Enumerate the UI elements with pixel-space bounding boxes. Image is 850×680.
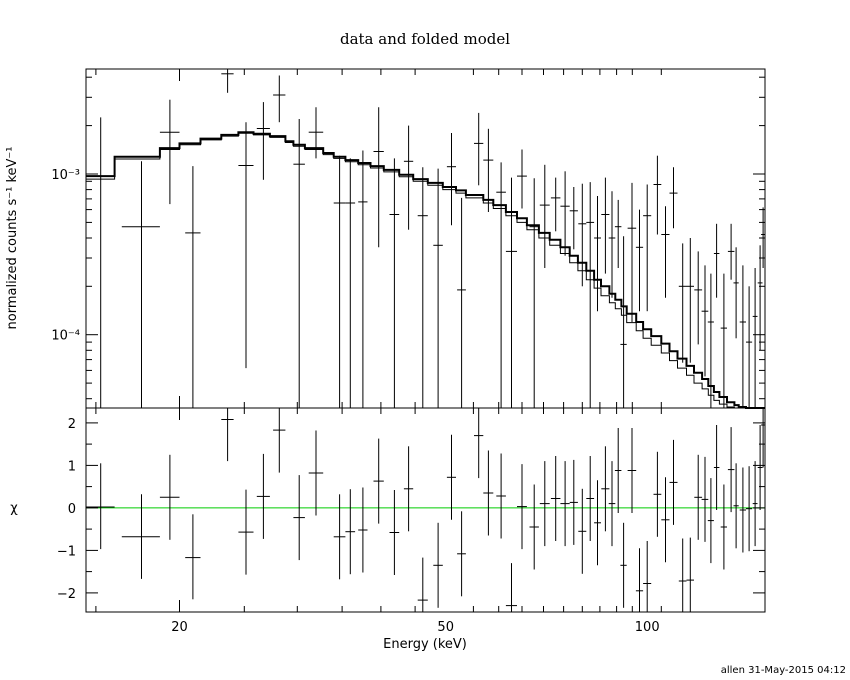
y-tick-label: 2: [68, 417, 76, 432]
y-tick-label: 10⁻⁴: [51, 329, 80, 344]
spectrum-panel: 10⁻⁴ 10⁻³: [51, 68, 766, 409]
y-tick-label: −2: [57, 587, 76, 602]
x-tick-label: 20: [171, 620, 188, 635]
y-tick-label: 1: [68, 459, 76, 474]
x-tick-label: 100: [635, 620, 660, 635]
y-tick-label: −1: [57, 544, 76, 559]
residual-panel: 20 50 100 −2 −1 0 1 2: [57, 407, 766, 635]
spectrum-panel-frame: [85, 68, 766, 409]
y-tick-label: 0: [68, 502, 76, 517]
residual-axis-ticks: 20 50 100 −2 −1 0 1 2: [57, 408, 765, 635]
spectrum-axis-ticks: 10⁻⁴ 10⁻³: [51, 69, 765, 408]
residual-panel-frame: [85, 407, 766, 613]
x-axis-label: Energy (keV): [383, 637, 467, 652]
footer-stamp: allen 31-May-2015 04:12: [721, 665, 846, 676]
spectrum-data-points: [86, 69, 765, 408]
y-axis-label-top: normalized counts s⁻¹ keV⁻¹: [5, 147, 20, 330]
model-histogram-line: [86, 132, 765, 409]
residual-data-points: [86, 408, 765, 612]
y-axis-label-bottom: χ: [10, 501, 18, 516]
model-histogram-line: [86, 131, 765, 409]
chart-title: data and folded model: [340, 30, 510, 48]
x-tick-label: 50: [437, 620, 454, 635]
model-histograms: [86, 131, 765, 409]
y-tick-label: 10⁻³: [51, 168, 80, 183]
